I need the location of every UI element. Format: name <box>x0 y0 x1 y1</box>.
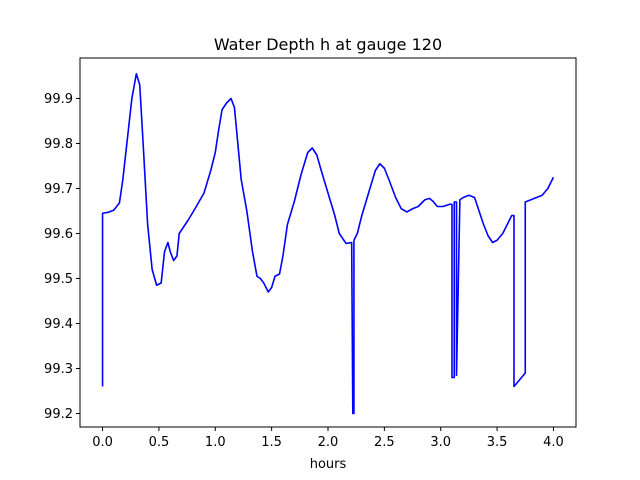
x-tick-label: 4.0 <box>543 435 564 450</box>
y-tick-label: 99.3 <box>44 362 73 377</box>
y-tick-label: 99.6 <box>44 227 73 242</box>
plot-frame <box>79 57 577 428</box>
x-tick-label: 2.0 <box>318 435 339 450</box>
y-tick-label: 99.4 <box>44 317 73 332</box>
x-axis: 0.0 0.5 1.0 1.5 2.0 2.5 3.0 3.5 4.0 <box>92 427 564 450</box>
y-axis: 99.2 99.3 99.4 99.5 99.6 99.7 99.8 99.9 <box>44 92 80 422</box>
y-tick-label: 99.2 <box>44 407 73 422</box>
plot-area <box>101 72 555 415</box>
x-tick-label: 0.0 <box>92 435 113 450</box>
x-tick-label: 2.5 <box>374 435 395 450</box>
chart-title: Water Depth h at gauge 120 <box>214 35 442 54</box>
x-tick-label: 1.0 <box>205 435 226 450</box>
x-tick-label: 3.5 <box>487 435 508 450</box>
y-tick-label: 99.9 <box>44 92 73 107</box>
series-line-0 <box>101 72 555 415</box>
x-tick-label: 0.5 <box>149 435 170 450</box>
y-tick-label: 99.5 <box>44 272 73 287</box>
x-axis-label: hours <box>310 457 347 472</box>
x-tick-label: 1.5 <box>261 435 282 450</box>
y-tick-label: 99.7 <box>44 182 73 197</box>
x-tick-label: 3.0 <box>430 435 451 450</box>
y-tick-label: 99.8 <box>44 137 73 152</box>
